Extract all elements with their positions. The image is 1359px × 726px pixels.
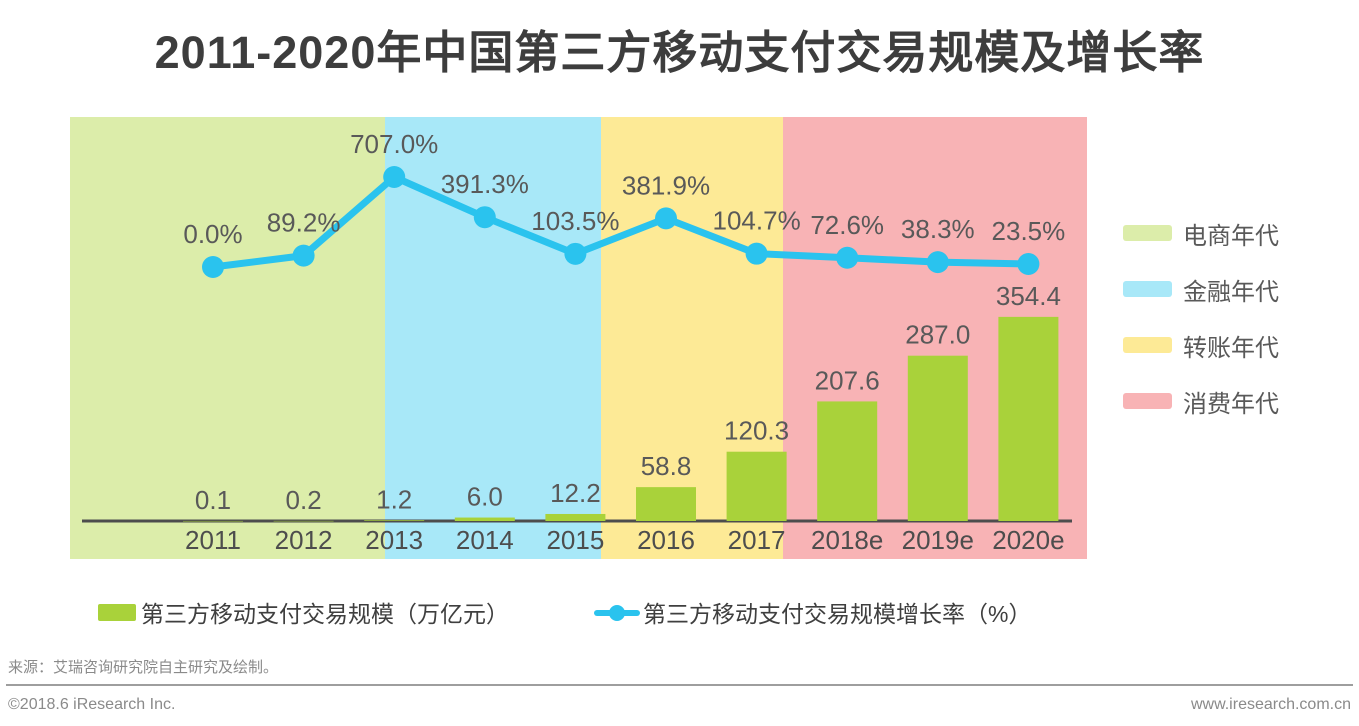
x-tick-label-2015: 2015 (546, 525, 604, 555)
era-swatch-ecommerce (1123, 225, 1172, 241)
growth-value-label-2020e: 23.5% (992, 216, 1066, 246)
x-tick-label-2011: 2011 (185, 525, 241, 555)
bar-2013 (364, 520, 425, 521)
bar-2015 (545, 513, 606, 521)
growth-value-label-2017: 104.7% (713, 206, 801, 236)
bar-value-label-2018e: 207.6 (815, 365, 880, 395)
era-label-ecommerce: 电商年代 (1183, 222, 1279, 250)
growth-line (209, 173, 1032, 271)
growth-value-label-2011: 0.0% (183, 219, 242, 249)
growth-point-2018e (836, 246, 859, 269)
footer-website: www.iresearch.com.cn (1190, 696, 1351, 713)
bar-value-label-2020e: 354.4 (996, 281, 1061, 311)
bar-2016 (636, 487, 696, 521)
bar-value-label-2016: 58.8 (641, 451, 692, 481)
era-legend-row: 消费年代 (1123, 386, 1279, 418)
divider-line (6, 684, 1353, 686)
x-tick-label-2018e: 2018e (811, 525, 883, 555)
chart-title: 2011-2020年中国第三方移动支付交易规模及增长率 (154, 27, 1205, 78)
growth-value-label-2012: 89.2% (267, 208, 341, 238)
bar-value-label-2013: 1.2 (376, 484, 412, 514)
growth-point-2019e (926, 251, 949, 274)
line-series-marker-icon (594, 604, 640, 621)
series-legend-growth: 第三方移动支付交易规模增长率（%） (594, 599, 1031, 627)
growth-point-2015 (564, 242, 587, 265)
era-legend-row: 电商年代 (1123, 218, 1279, 250)
footer-copyright: ©2018.6 iResearch Inc. (8, 696, 176, 713)
growth-point-2012 (292, 244, 315, 267)
source-note: 来源：艾瑞咨询研究院自主研究及绘制。 (8, 659, 279, 676)
line-series-dot-icon (609, 604, 625, 621)
growth-point-2014 (473, 206, 496, 229)
growth-value-label-2015: 103.5% (531, 206, 619, 236)
era-legend-row: 转账年代 (1123, 330, 1279, 362)
x-tick-label-2017: 2017 (728, 525, 786, 555)
x-tick-label-2019e: 2019e (902, 525, 974, 555)
growth-value-label-2013: 707.0% (350, 129, 438, 159)
x-tick-label-2013: 2013 (365, 525, 423, 555)
bar-2020e (998, 316, 1059, 521)
x-tick-label-2012: 2012 (275, 525, 333, 555)
chart-canvas: 0.1 2011 0.2 2012 1.2 2013 6.0 2014 12.2 2015 58.8… (70, 117, 1087, 559)
era-legend-row: 金融年代 (1123, 274, 1279, 306)
era-label-transfer: 转账年代 (1183, 334, 1279, 362)
bar-series-swatch-icon (98, 603, 136, 621)
series-legend-scale: 第三方移动支付交易规模（万亿元） (98, 599, 509, 627)
growth-value-label-2016: 381.9% (622, 170, 710, 200)
x-tick-label-2020e: 2020e (992, 525, 1064, 555)
bar-series-label: 第三方移动支付交易规模（万亿元） (141, 601, 509, 627)
bar-2011 (183, 520, 243, 522)
bar-2018e (817, 401, 878, 521)
bar-value-label-2017: 120.3 (724, 416, 789, 446)
bar-2019e (907, 355, 968, 521)
growth-point-2020e (1017, 253, 1040, 276)
growth-value-label-2018e: 72.6% (810, 210, 884, 240)
era-swatch-finance (1123, 281, 1172, 297)
x-tick-label-2016: 2016 (637, 525, 695, 555)
bar-2012 (273, 520, 334, 522)
bar-value-label-2015: 12.2 (550, 478, 601, 508)
era-swatch-transfer (1123, 337, 1172, 353)
bar-2017 (726, 451, 787, 521)
x-tick-label-2014: 2014 (456, 525, 514, 555)
bar-value-label-2011: 0.1 (195, 485, 231, 515)
growth-point-2017 (745, 242, 768, 265)
bar-value-label-2019e: 287.0 (905, 320, 970, 350)
growth-value-label-2019e: 38.3% (901, 214, 975, 244)
growth-point-2011 (202, 256, 224, 278)
bar-value-label-2012: 0.2 (286, 485, 322, 515)
era-band-1 (70, 117, 385, 559)
era-label-finance: 金融年代 (1183, 278, 1279, 306)
bar-value-label-2014: 6.0 (467, 482, 503, 512)
growth-point-2016 (655, 207, 677, 230)
bar-2014 (454, 517, 515, 521)
growth-value-label-2014: 391.3% (441, 169, 529, 199)
era-swatch-consume (1123, 393, 1172, 409)
line-series-label: 第三方移动支付交易规模增长率（%） (643, 601, 1032, 627)
growth-point-2013 (383, 165, 406, 188)
era-label-consume: 消费年代 (1183, 390, 1279, 418)
era-legend: 电商年代 金融年代 转账年代 消费年代 (1123, 218, 1279, 442)
